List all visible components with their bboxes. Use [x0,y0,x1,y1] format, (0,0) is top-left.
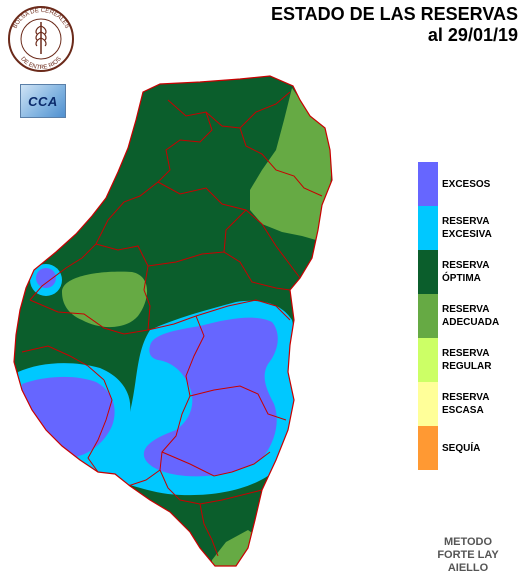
legend-item-sequia: SEQUÍA [418,426,528,470]
province-outline [13,75,333,567]
cca-badge-text: CCA [28,93,58,109]
adequate-reserve-east-strip [250,88,332,240]
legend-label: EXCESOS [442,178,491,190]
legend-item-reserva-adecuada: RESERVA ADECUADA [418,294,528,338]
legend-item-reserva-regular: RESERVA REGULAR [418,338,528,382]
legend-swatch [418,206,438,250]
title-line-date: al 29/01/19 [427,25,518,45]
excess-reserve-spot [36,268,56,288]
legend-item-excesos: EXCESOS [418,162,528,206]
legend-swatch [418,250,438,294]
legend-item-reserva-escasa: RESERVA ESCASA [418,382,528,426]
legend-item-reserva-excesiva: RESERVA EXCESIVA [418,206,528,250]
legend-label: RESERVA ADECUADA [442,304,500,328]
legend-swatch [418,426,438,470]
legend-item-reserva-optima: RESERVA ÓPTIMA [418,250,528,294]
legend-label: RESERVA EXCESIVA [442,216,492,240]
legend-swatch [418,294,438,338]
legend-label: RESERVA ESCASA [442,392,490,416]
legend-swatch [418,162,438,206]
wheat-emblem-icon: BOLSA DE CEREALES DE ENTRE RIOS [8,6,74,72]
cca-cloud-icon: CCA [20,84,66,118]
map-title: ESTADO DE LAS RESERVAS al 29/01/19 [271,4,518,46]
excess-reserve-east [143,317,278,477]
bolsa-cereales-logo: BOLSA DE CEREALES DE ENTRE RIOS [6,4,76,74]
adequate-reserve-central-patch [62,271,148,328]
title-line-main: ESTADO DE LAS RESERVAS [270,4,518,24]
method-note: METODO FORTE LAY AIELLO [437,536,499,574]
legend-label: RESERVA ÓPTIMA [442,260,490,284]
legend-swatch [418,338,438,382]
legend-label: SEQUÍA [442,442,481,454]
legend-label: RESERVA REGULAR [442,348,492,372]
department-boundaries [21,91,323,557]
legend-swatch [418,382,438,426]
